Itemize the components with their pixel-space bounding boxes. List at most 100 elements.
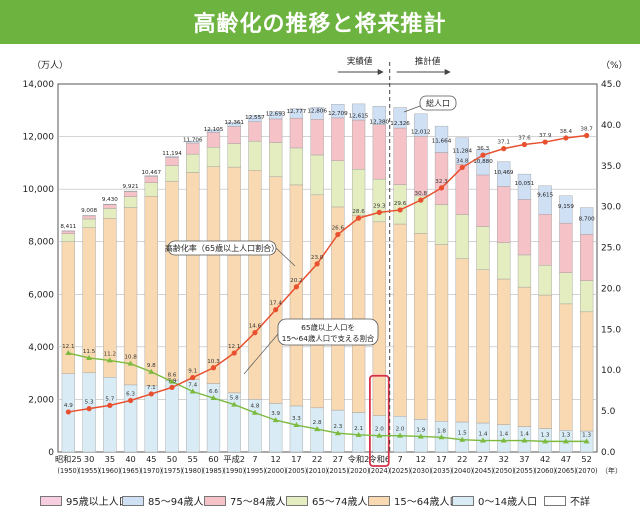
support-ratio-label: 3.9	[271, 411, 280, 417]
bar-total-label: 11,664	[432, 138, 452, 144]
support-ratio-point	[417, 433, 424, 439]
legend-item: 65～74歳人口	[286, 493, 377, 508]
bar-segment	[517, 254, 532, 288]
x-tick-year: (1975)	[161, 467, 183, 475]
x-tick-era: 17	[436, 454, 446, 464]
bar-segment	[351, 214, 366, 413]
aging-rate-point	[418, 197, 424, 203]
bar-segment	[559, 303, 573, 431]
total-population-callout: 総人口	[426, 98, 450, 108]
legend-label: 不詳	[570, 497, 590, 508]
legend-label: 85～94歳人口	[148, 497, 214, 508]
bar-segment	[497, 242, 511, 280]
bar-segment	[538, 185, 552, 215]
aging-rate-point	[273, 307, 279, 313]
support-ratio-point	[479, 437, 486, 443]
bar-segment	[61, 230, 75, 234]
bar-segment	[580, 234, 594, 281]
aging-rate-label: 37.6	[518, 136, 531, 142]
support-ratio-label: 11.5	[83, 349, 96, 355]
bar-segment	[393, 223, 407, 417]
x-tick-era: 55	[188, 454, 198, 464]
x-tick-era: 7	[252, 454, 257, 464]
support-ratio-callout-leader	[243, 333, 279, 375]
aging-rate-point	[127, 397, 134, 404]
support-ratio-point	[127, 360, 134, 366]
bar-segment	[123, 191, 138, 197]
legend-item: 75～84歳人口	[204, 493, 295, 508]
bar-segment	[103, 204, 117, 209]
support-ratio-point	[314, 426, 321, 432]
bar-segment	[103, 208, 117, 219]
aging-rate-point	[501, 146, 507, 152]
support-ratio-point	[500, 437, 507, 443]
x-tick-year: (2055)	[513, 467, 535, 475]
legend-label: 0～14歳人口	[478, 497, 538, 508]
support-ratio-label: 1.3	[541, 432, 550, 438]
x-tick-year: (2005)	[285, 467, 307, 475]
bar-segment	[165, 157, 179, 166]
bar-segment	[372, 221, 386, 416]
support-ratio-point	[293, 422, 300, 428]
bar-total-label: 9,159	[558, 204, 574, 210]
aging-rate-point	[190, 374, 196, 381]
bar-total-label: 11,194	[162, 151, 182, 157]
aging-rate-label: 38.4	[560, 129, 573, 135]
x-tick-era: 30	[84, 454, 94, 464]
bar-segment	[227, 143, 241, 168]
aging-rate-label: 7.1	[147, 385, 156, 391]
x-tick-era: 47	[561, 454, 571, 464]
bar-segment	[289, 147, 304, 186]
bar-segment	[186, 140, 200, 144]
support-ratio-label: 7.4	[188, 382, 197, 388]
support-ratio-point	[521, 437, 528, 443]
aging-rate-point	[355, 215, 362, 221]
bar-segment	[414, 233, 428, 420]
highlight-box	[369, 374, 390, 467]
y-right-tick-label: 35.0	[601, 162, 621, 172]
aging-rate-callout-leader	[275, 247, 296, 267]
bar-segment	[165, 180, 179, 381]
bar-segment	[434, 125, 449, 153]
bar-total-label: 8,411	[60, 224, 76, 230]
bar-total-label: 10,051	[515, 181, 535, 187]
bar-segment	[206, 132, 221, 148]
bar-total-label: 12,777	[287, 109, 307, 115]
y-left-tick-label: 12,000	[23, 133, 55, 143]
aging-rate-label: 32.3	[435, 179, 448, 185]
legend-item: 85～94歳人口	[122, 493, 213, 508]
bar-segment	[289, 184, 304, 407]
support-ratio-label: 2.1	[354, 426, 363, 432]
support-ratio-point	[459, 436, 466, 442]
bar-segment	[372, 105, 386, 125]
x-tick-year: (1980)	[182, 467, 204, 475]
support-ratio-callout-box	[277, 318, 379, 346]
aging-rate-callout: 高齢化率（65歳以上人口割合）	[165, 243, 279, 253]
bar-segment	[144, 176, 158, 183]
x-tick-era: 40	[125, 454, 135, 464]
legend-swatch	[452, 495, 474, 506]
total-population-callout-box	[419, 95, 457, 111]
y-left-tick-label: 4,000	[28, 343, 54, 353]
aging-rate-label: 30.8	[415, 191, 428, 197]
bar-segment	[206, 129, 221, 133]
aging-rate-point	[293, 284, 300, 290]
bar-segment	[310, 107, 324, 120]
support-ratio-callout-line2: 15～64歳人口で支える割合	[282, 334, 375, 343]
support-ratio-label: 3.3	[292, 416, 301, 422]
aging-rate-point	[65, 409, 71, 415]
aging-rate-label: 4.9	[64, 403, 73, 409]
support-ratio-point	[376, 432, 383, 438]
y-left-unit: （万人）	[32, 60, 68, 71]
x-tick-year: (1995)	[244, 467, 266, 475]
aging-rate-label: 6.3	[126, 391, 135, 397]
bar-segment	[559, 195, 573, 224]
bar-total-label: 12,105	[204, 127, 224, 133]
bar-segment	[186, 142, 200, 155]
aging-rate-point	[438, 185, 445, 191]
bar-segment	[144, 182, 158, 197]
support-ratio-label: 2.0	[375, 427, 384, 433]
legend-label: 75～84歳人口	[230, 497, 296, 508]
support-ratio-point	[251, 409, 258, 415]
support-ratio-point	[334, 430, 341, 436]
